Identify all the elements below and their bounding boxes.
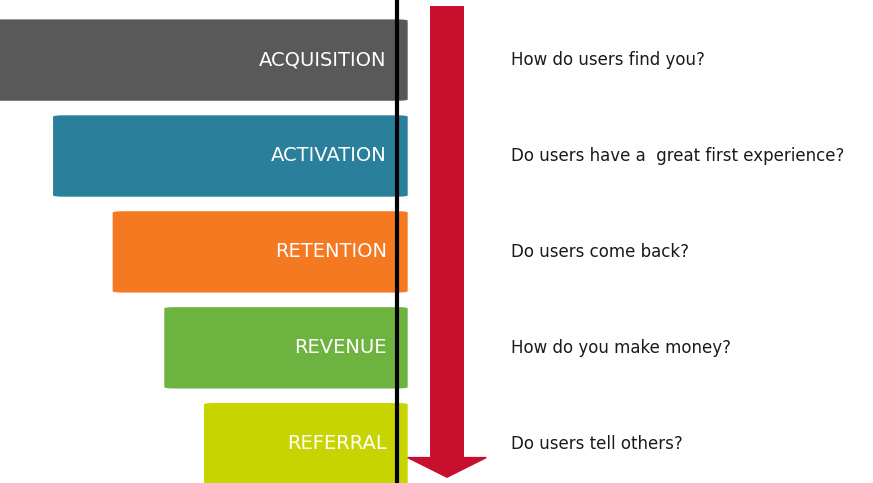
FancyBboxPatch shape	[164, 307, 408, 388]
FancyBboxPatch shape	[0, 19, 408, 101]
Text: How do users find you?: How do users find you?	[511, 51, 705, 69]
Text: ACTIVATION: ACTIVATION	[271, 146, 387, 166]
FancyBboxPatch shape	[53, 115, 408, 197]
Text: Do users come back?: Do users come back?	[511, 243, 689, 261]
FancyBboxPatch shape	[430, 6, 464, 457]
Text: Do users have a  great first experience?: Do users have a great first experience?	[511, 147, 844, 165]
FancyBboxPatch shape	[113, 211, 408, 293]
Text: How do you make money?: How do you make money?	[511, 339, 731, 357]
FancyBboxPatch shape	[204, 403, 408, 483]
Text: ACQUISITION: ACQUISITION	[259, 51, 387, 70]
Text: Do users tell others?: Do users tell others?	[511, 435, 683, 453]
Polygon shape	[408, 457, 486, 477]
Text: REVENUE: REVENUE	[294, 338, 387, 357]
Text: REFERRAL: REFERRAL	[287, 434, 387, 453]
Text: RETENTION: RETENTION	[275, 242, 387, 261]
